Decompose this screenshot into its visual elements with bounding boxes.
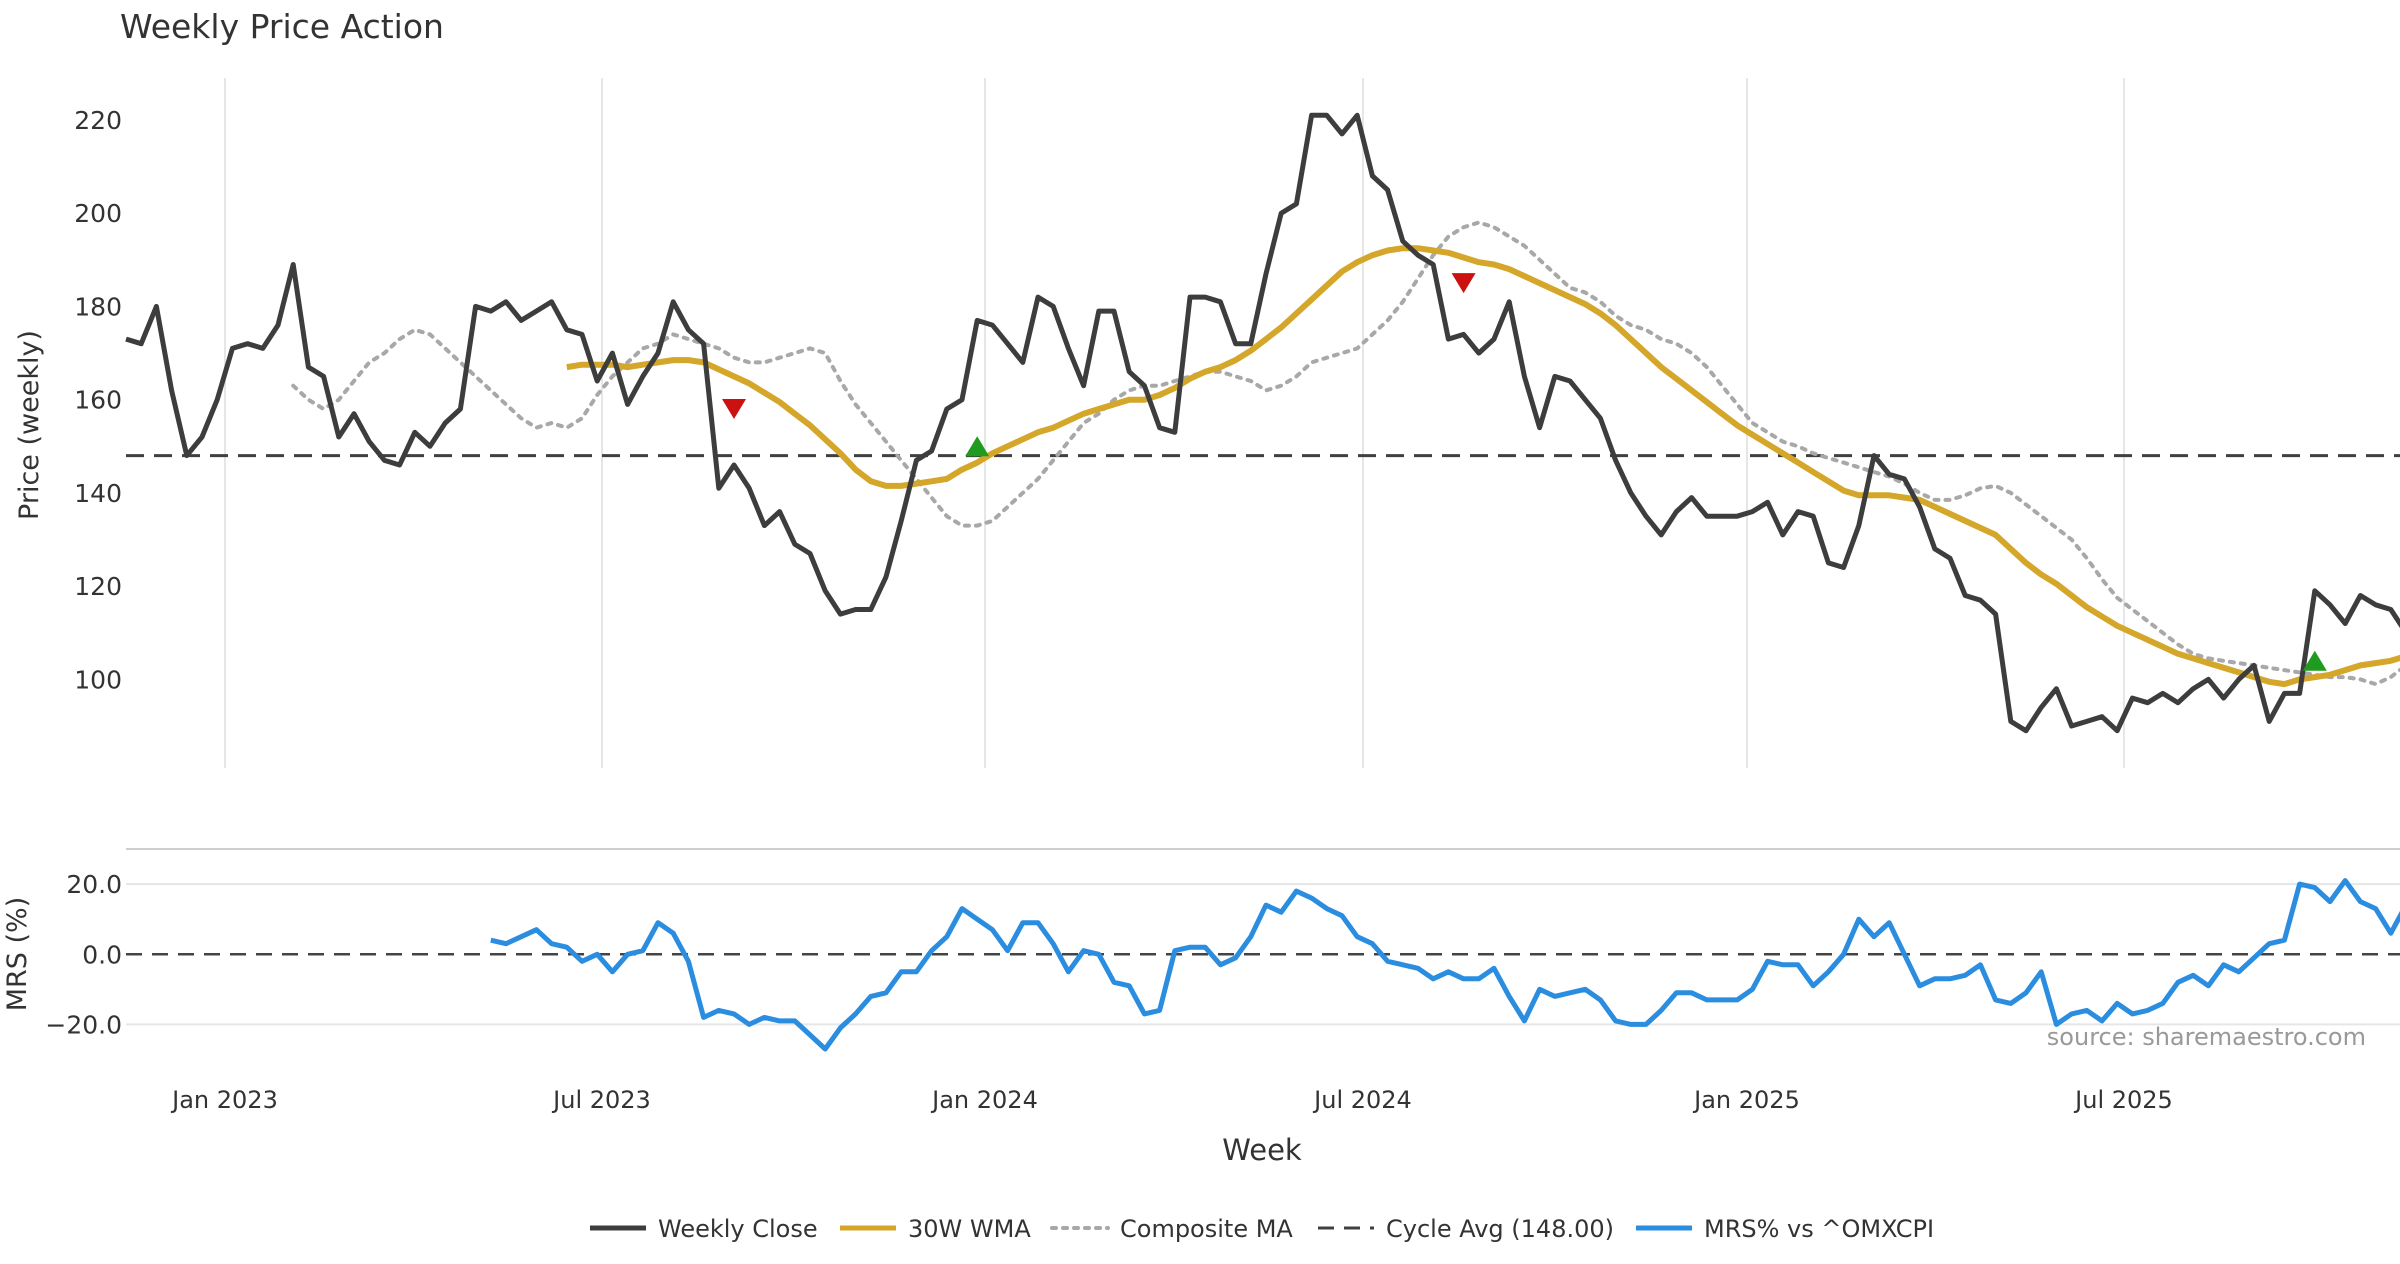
source-note: source: sharemaestro.com (2047, 1023, 2366, 1051)
buy-signal-marker (2302, 650, 2327, 671)
x-tick-label: Jul 2024 (1312, 1086, 1412, 1114)
price-y-axis-label: Price (weekly) (14, 330, 45, 520)
x-ticks: Jan 2023 Jul 2023 Jan 2024 Jul 2024 Jan 2025… (170, 1086, 2173, 1114)
legend-item-wma: 30W WMA (840, 1215, 1031, 1243)
mrs-y-tick-label: 0.0 (82, 940, 122, 969)
mrs-line (490, 878, 2400, 1052)
x-tick-label: Jul 2023 (551, 1086, 651, 1114)
sell-signal-marker (722, 399, 746, 420)
x-tick-label: Jan 2024 (930, 1086, 1038, 1114)
legend-label: Weekly Close (658, 1215, 818, 1243)
price-y-tick-label: 140 (74, 479, 122, 508)
buy-signal-marker (965, 436, 990, 457)
mrs-y-axis-label: MRS (%) (2, 897, 33, 1012)
legend-label: Composite MA (1120, 1215, 1293, 1243)
composite-ma-line (291, 220, 2400, 687)
legend-label: MRS% vs ^OMXCPI (1704, 1215, 1934, 1243)
signal-markers (722, 273, 2327, 671)
price-y-ticks: 100 120 140 160 180 200 220 (74, 106, 122, 694)
x-tick-label: Jul 2025 (2073, 1086, 2173, 1114)
weekly-close-line (125, 112, 2400, 734)
x-tick-label: Jan 2025 (1692, 1086, 1800, 1114)
legend-item-cycle: Cycle Avg (148.00) (1318, 1215, 1614, 1243)
price-y-tick-label: 180 (74, 292, 122, 321)
price-y-tick-label: 220 (74, 106, 122, 135)
x-axis-label: Week (1222, 1133, 1302, 1167)
wma-30w-line (566, 245, 2400, 688)
mrs-y-tick-label: 20.0 (66, 870, 122, 899)
price-y-tick-label: 120 (74, 572, 122, 601)
legend-label: Cycle Avg (148.00) (1386, 1215, 1614, 1243)
legend-item-close: Weekly Close (590, 1215, 818, 1243)
chart-title: Weekly Price Action (120, 7, 444, 46)
mrs-gridlines (126, 883, 2400, 1026)
price-gridlines (224, 78, 2125, 768)
legend-label: 30W WMA (908, 1215, 1031, 1243)
mrs-y-ticks: 20.0 0.0 −20.0 (45, 870, 122, 1039)
price-y-tick-label: 160 (74, 386, 122, 415)
sell-signal-marker (1451, 273, 1476, 294)
mrs-y-tick-label: −20.0 (45, 1010, 122, 1039)
price-y-tick-label: 100 (74, 665, 122, 694)
legend: Weekly Close 30W WMA Composite MA Cycle Avg… (590, 1215, 1934, 1243)
price-y-tick-label: 200 (74, 199, 122, 228)
legend-item-mrs: MRS% vs ^OMXCPI (1636, 1215, 1934, 1243)
x-tick-label: Jan 2023 (170, 1086, 278, 1114)
legend-item-comp: Composite MA (1050, 1215, 1293, 1243)
